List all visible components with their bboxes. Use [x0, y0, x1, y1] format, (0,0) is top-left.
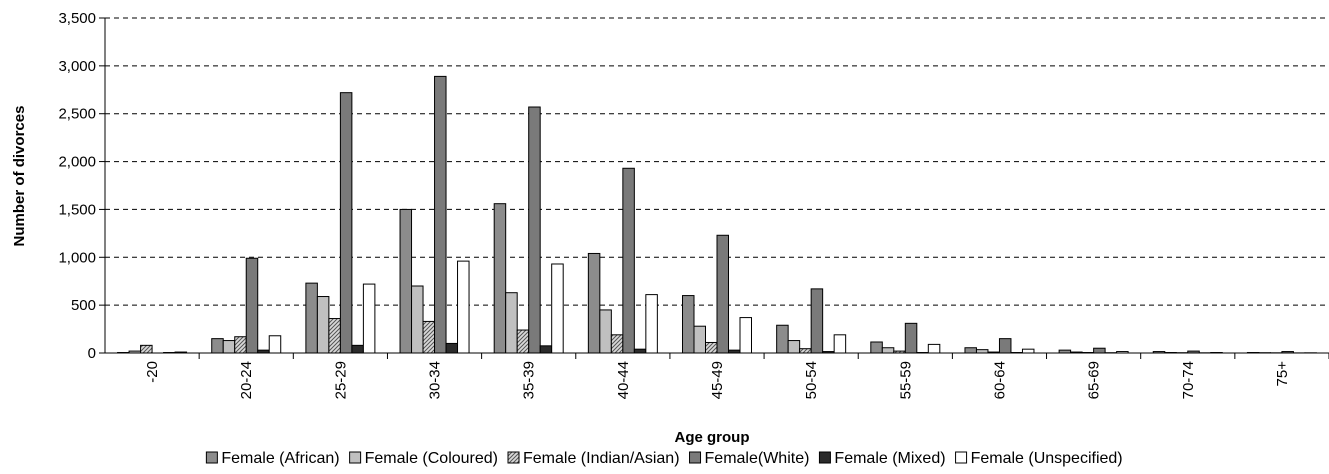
bar	[622, 167, 635, 354]
x-tick-label: 45-49	[709, 361, 726, 399]
bar	[505, 292, 518, 354]
bar	[1021, 348, 1035, 354]
bar	[927, 343, 941, 354]
x-tick-label: 65-69	[1086, 361, 1103, 399]
bar	[211, 338, 224, 354]
x-tick-label: 25-29	[332, 361, 349, 399]
bar	[964, 347, 977, 354]
bar	[516, 329, 530, 354]
bar	[245, 257, 259, 354]
bar	[881, 347, 895, 354]
y-tick-label: 2,000	[58, 154, 96, 171]
bar	[833, 334, 847, 354]
bar	[539, 345, 553, 354]
y-axis-title: Number of divorces	[11, 106, 28, 247]
bar	[645, 294, 658, 354]
legend-swatch	[818, 451, 831, 464]
bar	[305, 282, 318, 354]
x-tick-label: 20-24	[238, 361, 255, 399]
bar	[362, 283, 376, 354]
bar	[810, 288, 824, 354]
bar	[599, 309, 612, 354]
bar	[351, 344, 364, 354]
bar	[222, 340, 236, 354]
bar	[787, 340, 801, 354]
legend: Female (African) Female (Coloured) Female …	[205, 450, 1123, 467]
bar	[411, 285, 424, 354]
x-tick-label: 50-54	[803, 361, 820, 399]
bar	[422, 320, 436, 354]
x-axis-title: Age group	[675, 429, 750, 446]
bar	[328, 318, 341, 354]
bar	[693, 325, 706, 354]
y-tick-label: 2,500	[58, 106, 96, 123]
y-tick-label: 3,000	[58, 58, 96, 75]
bar	[140, 344, 153, 354]
y-tick-label: 0	[88, 345, 96, 362]
bar	[528, 106, 541, 354]
x-tick-label: 75+	[1274, 361, 1291, 387]
bar	[682, 295, 695, 354]
legend-label: Female(White)	[705, 450, 810, 467]
legend-swatch	[955, 451, 968, 464]
x-tick-label: 30-34	[427, 361, 444, 399]
x-tick-label: 60-64	[991, 361, 1008, 399]
legend-label: Female (Mixed)	[834, 450, 945, 467]
legend-label: Female (Indian/Asian)	[523, 450, 680, 467]
bar	[493, 203, 507, 354]
bar	[457, 260, 470, 354]
bar	[445, 342, 459, 354]
bar	[870, 341, 883, 354]
bar	[551, 263, 564, 354]
bar	[633, 348, 647, 354]
bar	[799, 348, 812, 354]
bar	[998, 338, 1012, 354]
legend-swatch	[507, 451, 520, 464]
bar	[904, 322, 918, 354]
y-tick-label: 1,500	[58, 201, 96, 218]
legend-swatch	[349, 451, 362, 464]
legend-swatch	[205, 451, 218, 464]
bar	[739, 317, 752, 354]
bar	[339, 92, 353, 354]
bar	[587, 252, 601, 354]
bar	[399, 208, 413, 354]
x-tick-label: 40-44	[615, 361, 632, 399]
x-tick-label: 55-59	[897, 361, 914, 399]
x-tick-label: 70-74	[1180, 361, 1197, 399]
bar	[716, 234, 729, 354]
legend-label: Female (Unspecified)	[971, 450, 1123, 467]
x-tick-labels: -20 20-24 25-29 30-34 35-39 40-44 45-49 50-54 55…	[144, 353, 1329, 399]
bar	[268, 335, 282, 354]
bar	[705, 341, 718, 354]
legend-label: Female (Coloured)	[365, 450, 498, 467]
x-tick-label: -20	[144, 361, 161, 383]
bar	[776, 324, 789, 354]
legend-label: Female (African)	[221, 450, 339, 467]
x-tick-label: 35-39	[521, 361, 538, 399]
y-tick-label: 1,000	[58, 249, 96, 266]
y-tick-labels: 0 500 1,000 1,500 2,000 2,500 3,000 3,500	[58, 10, 105, 362]
bar	[316, 296, 330, 354]
bar	[975, 349, 989, 354]
legend-swatch	[689, 451, 702, 464]
bar	[1093, 347, 1106, 354]
bars	[117, 75, 1317, 354]
bar	[434, 75, 447, 354]
y-tick-label: 500	[71, 297, 96, 314]
y-tick-label: 3,500	[58, 10, 96, 27]
bar	[234, 336, 247, 354]
bar	[610, 334, 624, 354]
axes	[104, 18, 1329, 354]
